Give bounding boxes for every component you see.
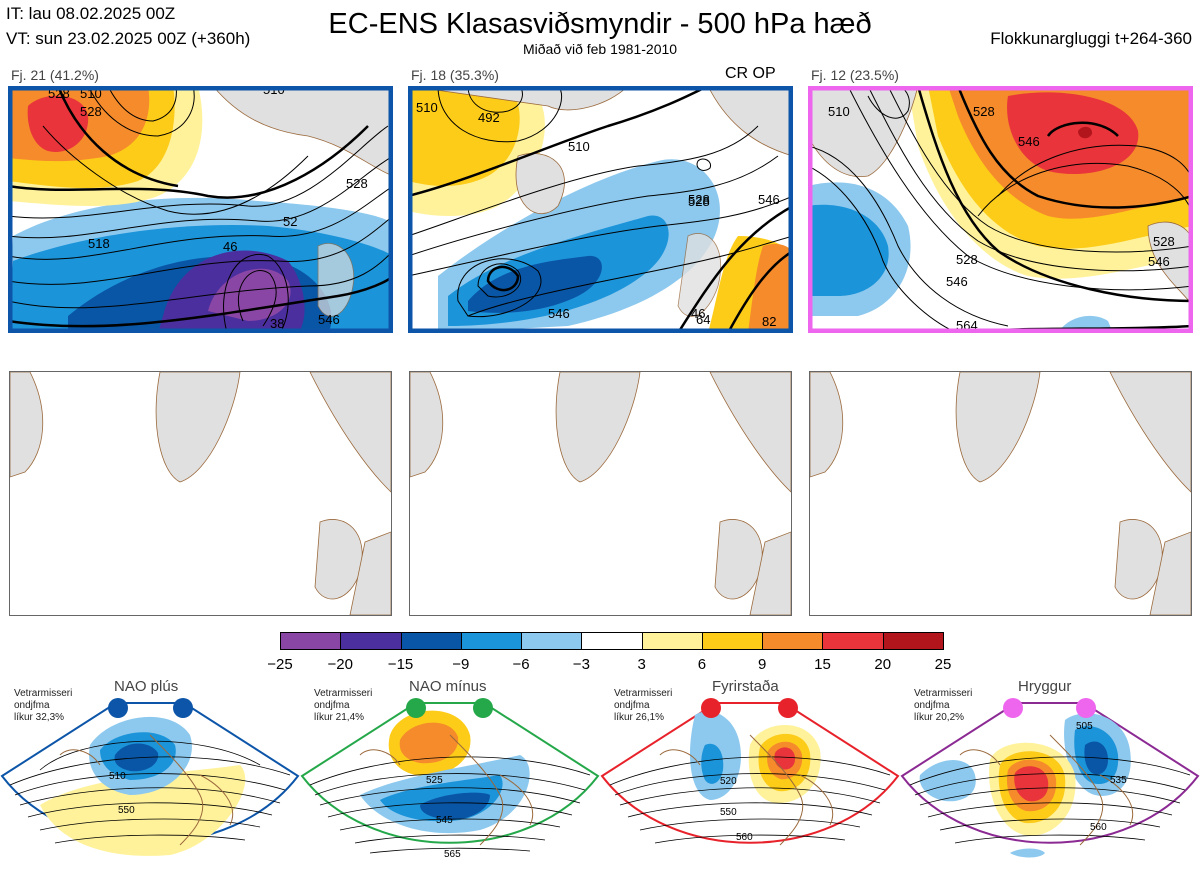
regime-info: Vetrarmisseri ondjfma líkur 26,1% (614, 688, 673, 723)
colorbar-swatch (882, 632, 944, 650)
cluster-1-map: 528 510 528 510 528 46 52 546 38 518 (8, 86, 393, 333)
regime-dot (406, 698, 426, 718)
colorbar-tick: 9 (758, 656, 767, 673)
page-title: EC-ENS Klasasviðsmyndir - 500 hPa hæð (328, 8, 872, 40)
regime-contour-label: 545 (436, 815, 453, 826)
colorbar-swatch (581, 632, 643, 650)
colorbar-tick: 15 (814, 656, 831, 673)
colorbar-swatch (400, 632, 462, 650)
base-map-1 (9, 371, 392, 616)
colorbar-tick: −25 (267, 656, 293, 673)
colorbar (280, 632, 944, 652)
contour-label: 38 (270, 316, 284, 331)
regime-contour-label: 560 (736, 832, 753, 843)
contour-label: 492 (478, 110, 500, 125)
colorbar-tick: −6 (512, 656, 530, 673)
regime-contour-label: 535 (1110, 775, 1127, 786)
colorbar-tick: −15 (387, 656, 414, 673)
regime-dot (473, 698, 493, 718)
regime-contour-label: 565 (444, 849, 461, 860)
base-map-2 (409, 371, 792, 616)
colorbar-tick: 25 (934, 656, 952, 673)
regime-info: Vetrarmisseri ondjfma líkur 21,4% (314, 688, 373, 723)
colorbar-swatch (460, 632, 523, 650)
regime-dot (108, 698, 128, 718)
contour-label: 546 (946, 274, 968, 289)
regime-contour-label: 505 (1076, 721, 1093, 732)
regime-dot (1076, 698, 1096, 718)
contour-label: 528 (80, 104, 102, 119)
contour-label: 510 (828, 104, 850, 119)
regime-contour-label: 550 (118, 805, 135, 816)
base-map-3 (809, 371, 1192, 616)
colorbar-swatch (641, 632, 703, 650)
contour-label: 528 (1153, 234, 1175, 249)
contour-label: 528 (688, 194, 710, 209)
regime-name: Fyrirstaða (712, 678, 779, 695)
contour-label: 510 (416, 100, 438, 115)
regime-info: Vetrarmisseri ondjfma líkur 20,2% (914, 688, 973, 723)
regime-name: Hryggur (1018, 678, 1072, 695)
colorbar-swatch (762, 632, 824, 650)
colorbar-tick: 3 (637, 656, 646, 673)
colorbar-swatch (822, 632, 884, 650)
contour-label: 510 (263, 86, 285, 97)
cluster-2-label: Fj. 18 (35.3%) (411, 67, 499, 83)
colorbar-swatch (701, 632, 764, 650)
regime-dot (1003, 698, 1023, 718)
contour-label: 518 (88, 236, 110, 251)
contour-label: 528 (346, 176, 368, 191)
contour-label: 46 (691, 306, 705, 321)
regime-nao-plus: 510 550 NAO plús Vetrarmisseri ondjfma líku… (0, 675, 300, 871)
classification-window: Flokkunargluggi t+264-360 (990, 29, 1192, 48)
cluster-3-label: Fj. 12 (23.5%) (811, 67, 899, 83)
contour-label: 52 (283, 214, 297, 229)
colorbar-tick: 6 (697, 656, 707, 673)
regime-dot (701, 698, 721, 718)
regime-hryggur: 505 535 560 Hryggur Vetrarmisseri ondjfma lí… (900, 675, 1200, 871)
colorbar-tick: −3 (572, 656, 590, 673)
regime-contour-label: 560 (1090, 822, 1107, 833)
regime-name: NAO mínus (409, 678, 487, 695)
contour-label: 46 (223, 239, 237, 254)
cluster-2-map: 510 510 492 528 528 546 546 46 64 82 (408, 86, 793, 333)
colorbar-tick: −9 (452, 656, 470, 673)
page-subtitle: Miðað við feb 1981-2010 (522, 41, 678, 57)
regime-fyrirstada: 520 550 560 Fyrirstaða Vetrarmisseri ondjfm… (600, 675, 900, 871)
valid-time: VT: sun 23.02.2025 00Z (+360h) (6, 29, 251, 48)
colorbar-tick: −20 (327, 656, 353, 673)
regime-dot (173, 698, 193, 718)
contour-label: 510 (568, 139, 590, 154)
regime-nao-minus: 525 545 565 NAO mínus Vetrarmisseri ondjfma… (300, 675, 600, 871)
contour-label: 546 (1018, 134, 1040, 149)
regime-contour-label: 550 (720, 807, 737, 818)
cluster-3-map: 528 546 528 546 564 546 528 510 (808, 86, 1193, 333)
regime-contour-label: 525 (426, 775, 443, 786)
contour-label: 546 (758, 192, 780, 207)
contour-label: 546 (1148, 254, 1170, 269)
regime-info: Vetrarmisseri ondjfma líkur 32,3% (14, 688, 73, 723)
regime-contour-label: 510 (109, 771, 126, 782)
contour-label: 546 (548, 306, 570, 321)
contour-label: 528 (956, 252, 978, 267)
cluster-2-extra: CR OP (725, 65, 776, 82)
regime-name: NAO plús (114, 678, 179, 695)
regime-dot (778, 698, 798, 718)
contour-label: 546 (318, 312, 340, 327)
contour-label: 528 (973, 104, 995, 119)
cluster-1-label: Fj. 21 (41.2%) (11, 67, 99, 83)
contour-label: 528 (688, 192, 710, 207)
colorbar-tick: 20 (874, 656, 892, 673)
initial-time: IT: lau 08.02.2025 00Z (6, 4, 176, 23)
colorbar-swatch (521, 632, 583, 650)
contour-label: 64 (696, 312, 710, 327)
colorbar-swatch (280, 632, 342, 650)
colorbar-swatch (340, 632, 402, 650)
contour-label: 82 (762, 314, 776, 329)
regime-contour-label: 520 (720, 776, 737, 787)
